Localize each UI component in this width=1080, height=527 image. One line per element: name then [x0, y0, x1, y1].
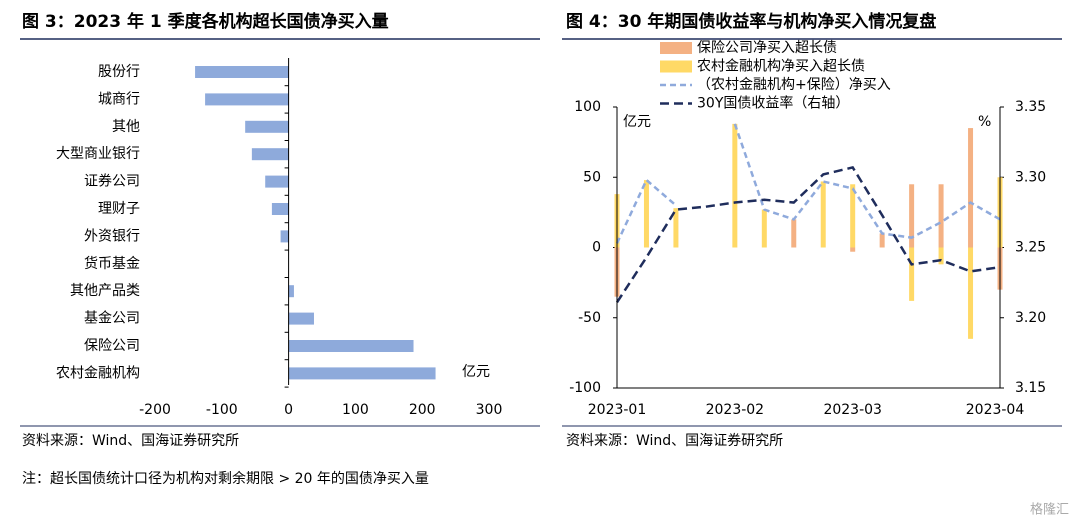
line [615, 123, 1001, 244]
bar [879, 233, 885, 248]
category-label: 保险公司 [84, 338, 140, 354]
unit-label: % [978, 114, 991, 130]
legend-swatch [660, 60, 692, 73]
note: 注：超长国债统计口径为机构对剩余期限 > 20 年的国债净买入量 [22, 471, 429, 487]
category-label: 理财子 [98, 201, 140, 217]
y-tick-label: 50 [583, 169, 601, 185]
bar [245, 120, 289, 133]
y2-tick-label: 3.20 [1015, 310, 1046, 326]
x-tick-label: -200 [139, 402, 171, 418]
x-tick-label: 200 [409, 402, 436, 418]
category-label: 其他 [112, 119, 140, 135]
bar [968, 247, 974, 339]
bar [850, 247, 856, 252]
category-label: 农村金融机构 [56, 365, 140, 381]
bar [251, 148, 289, 161]
bar [288, 285, 294, 298]
line [615, 165, 1001, 303]
bar [195, 66, 289, 78]
bar [850, 184, 856, 248]
chart-title: 图 3：2023 年 1 季度各机构超长国债净买入量 [22, 11, 389, 32]
legend-label: 30Y国债收益率（右轴） [697, 95, 849, 112]
watermark: 格隆汇 [1030, 502, 1069, 518]
legend-label: （农村金融机构+保险）净买入 [697, 77, 891, 93]
x-tick-label: 0 [284, 402, 293, 418]
x-tick-label: -100 [206, 402, 238, 418]
source: 资料来源：Wind、国海证券研究所 [22, 433, 239, 449]
bar [820, 181, 826, 248]
y2-tick-label: 3.35 [1015, 99, 1046, 115]
category-label: 证券公司 [84, 174, 140, 190]
bar [288, 367, 436, 380]
category-label: 股份行 [98, 64, 140, 80]
bar [271, 203, 289, 215]
source: 资料来源：Wind、国海证券研究所 [566, 433, 783, 449]
category-label: 大型商业银行 [56, 146, 140, 162]
bar [938, 247, 944, 265]
legend-label: 农村金融机构净买入超长债 [697, 59, 865, 75]
unit-label: 亿元 [462, 364, 490, 380]
legend-swatch [660, 42, 692, 54]
bar [265, 175, 289, 188]
bar [938, 184, 944, 248]
x-tick-label: 100 [342, 402, 369, 418]
x-tick-label: 2023-03 [823, 402, 882, 418]
category-label: 外资银行 [84, 228, 140, 244]
x-tick-label: 300 [476, 402, 503, 418]
y2-tick-label: 3.30 [1015, 169, 1046, 185]
category-label: 其他产品类 [70, 283, 140, 299]
bar [673, 208, 679, 248]
bar [909, 184, 915, 248]
y-tick-label: -100 [569, 380, 601, 396]
category-label: 货币基金 [84, 255, 140, 272]
y-tick-label: 100 [574, 99, 601, 115]
x-tick-label: 2023-02 [706, 402, 765, 418]
unit-label: 亿元 [623, 114, 651, 130]
bar [909, 247, 915, 301]
y2-tick-label: 3.15 [1015, 380, 1046, 396]
y2-tick-label: 3.25 [1015, 240, 1046, 256]
bar [968, 128, 974, 248]
bar [205, 93, 289, 106]
bar [761, 209, 767, 248]
bar [791, 219, 797, 248]
bar [288, 312, 314, 325]
chart-title: 图 4：30 年期国债收益率与机构净买入情况复盘 [566, 11, 936, 32]
legend-label: 保险公司净买入超长债 [697, 40, 837, 56]
bar [643, 180, 649, 248]
bar [288, 340, 414, 352]
x-tick-label: 2023-01 [588, 402, 647, 418]
bar [280, 230, 289, 243]
category-label: 基金公司 [84, 310, 140, 327]
bar [732, 123, 738, 248]
category-label: 城商行 [98, 91, 140, 107]
x-tick-label: 2023-04 [966, 402, 1025, 418]
y-tick-label: -50 [578, 310, 601, 326]
y-tick-label: 0 [592, 240, 601, 256]
